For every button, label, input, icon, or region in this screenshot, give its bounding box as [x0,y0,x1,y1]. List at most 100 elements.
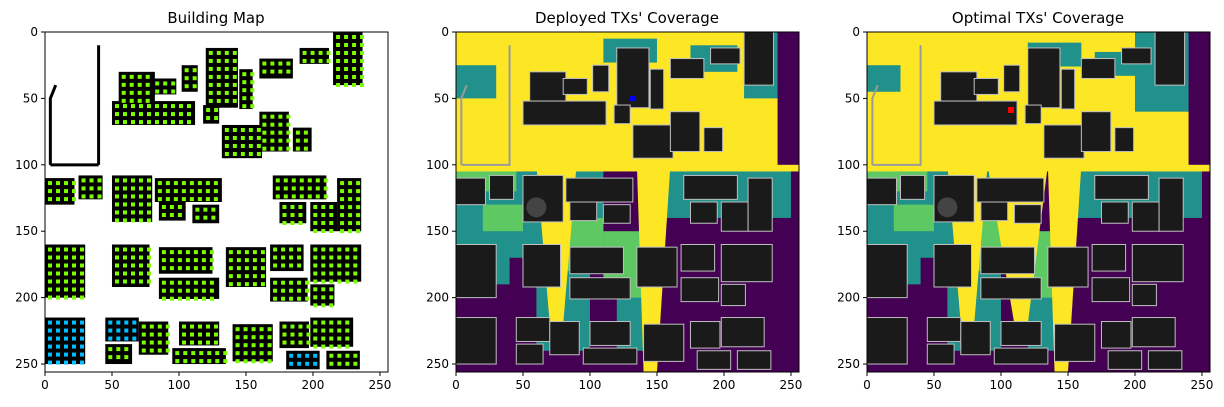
candidate-site [329,213,334,217]
candidate-site [345,255,350,260]
y-tick-label: 0 [441,25,449,39]
building [1091,244,1127,272]
candidate-site [122,271,127,276]
x-tick-label: 100 [990,378,1013,392]
candidate-site [295,146,300,151]
candidate-site [352,51,357,55]
candidate-site [130,247,135,252]
y-tick-label: 50 [845,91,860,105]
building [736,350,772,370]
candidate-site [146,194,151,199]
candidate-site [189,197,194,202]
candidate-site [170,104,175,109]
candidate-site [124,336,129,341]
candidate-site [64,295,68,300]
candidate-site [56,352,60,357]
candidate-site [56,279,60,284]
candidate-site [223,359,228,364]
candidate-site [72,181,76,186]
candidate-site [290,221,295,225]
candidate-site [235,359,240,364]
building [933,100,1018,126]
candidate-site [203,215,208,220]
x-tick-label: 0 [41,378,49,392]
candidate-site [205,332,210,337]
candidate-site [321,221,326,225]
candidate-site [353,361,358,366]
y-tick-label: 100 [15,158,38,172]
building [192,204,220,224]
candidate-site [199,351,204,356]
candidate-site [256,127,261,132]
candidate-site [48,255,52,260]
candidate-site [72,247,76,252]
candidate-site [129,82,134,87]
candidate-site [270,61,275,66]
x-tick-label: 250 [780,378,803,392]
building [569,277,631,300]
candidate-site [235,327,240,332]
building [1054,323,1096,362]
candidate-site [206,108,211,113]
candidate-site [138,263,143,268]
candidate-site [305,288,310,293]
x-tick-label: 100 [579,378,602,392]
candidate-site [138,255,143,260]
candidate-site [259,335,264,340]
candidate-site [352,83,357,87]
candidate-site [321,303,326,308]
candidate-site [243,343,248,348]
candidate-site [209,250,214,255]
candidate-site [108,355,113,360]
candidate-site [313,213,318,217]
building [720,244,773,283]
candidate-site [215,359,220,364]
candidate-site [281,280,286,285]
candidate-site [165,197,170,202]
coverage-low [1188,32,1210,165]
candidate-site [165,348,170,353]
deployed-coverage-image [456,32,799,372]
candidate-site [305,353,310,358]
candidate-site [236,282,241,287]
building [1091,277,1131,303]
candidate-site [224,151,229,156]
x-tick-label: 50 [104,378,119,392]
candidate-site [235,351,240,356]
candidate-site [348,189,353,194]
building [1154,32,1186,86]
candidate-site [116,320,121,325]
candidate-site [289,296,294,301]
candidate-site [310,50,315,55]
candidate-site [337,361,342,366]
candidate-site [360,75,365,79]
candidate-site [72,336,76,341]
y-tick-label: 150 [837,224,860,238]
candidate-site [282,332,287,337]
candidate-site [313,328,318,333]
y-tick-label: 100 [426,158,449,172]
building [1131,201,1160,232]
candidate-site [251,327,256,332]
building [669,58,705,79]
candidate-site [165,324,170,329]
building [522,174,564,223]
candidate-site [48,263,52,268]
candidate-site [173,189,178,194]
building [569,201,598,222]
candidate-site [321,328,326,333]
candidate-site [353,279,358,284]
candidate-site [169,280,174,285]
y-tick-label: 150 [426,224,449,238]
panel-title: Building Map [167,9,264,27]
candidate-site [235,343,240,348]
candidate-site [305,280,310,285]
candidate-site [232,74,237,79]
candidate-site [224,127,229,132]
candidate-site [259,359,264,364]
building [867,177,897,206]
candidate-site [64,360,68,365]
candidate-site [352,59,357,63]
panel-title: Optimal TXs' Coverage [952,9,1124,27]
